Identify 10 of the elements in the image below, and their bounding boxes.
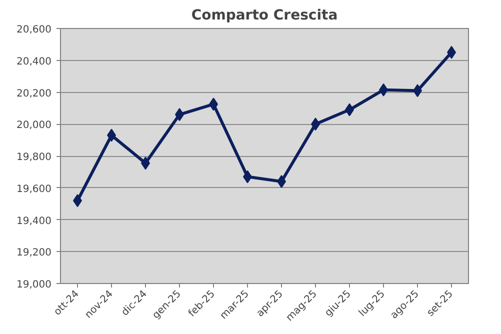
- y-tick-label: 20,000: [16, 120, 52, 132]
- y-tick-label: 19,200: [16, 248, 52, 259]
- y-tick-label: 20,600: [16, 24, 52, 36]
- y-tick-label: 19,400: [16, 216, 52, 227]
- y-tick-label: 20,200: [16, 88, 52, 100]
- y-tick-label: 19,800: [16, 152, 52, 163]
- y-tick-label: 19,600: [16, 184, 52, 195]
- chart-title: Comparto Crescita: [191, 8, 338, 24]
- y-tick-label: 19,000: [16, 280, 52, 290]
- y-tick-label: 20,400: [16, 56, 52, 68]
